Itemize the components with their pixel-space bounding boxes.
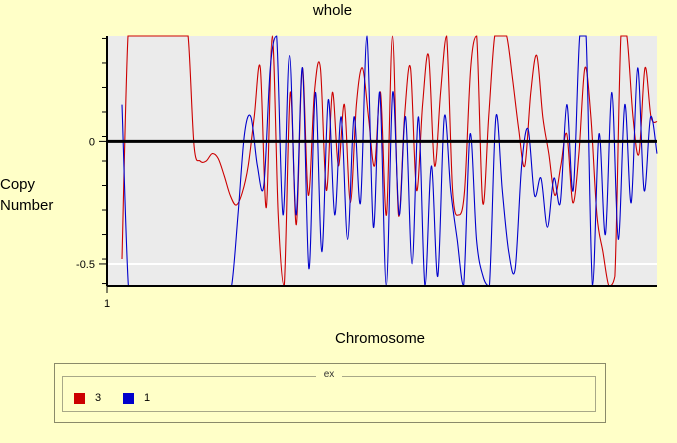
x-axis-label: Chromosome xyxy=(335,330,426,347)
x-tick-label: 1 xyxy=(104,298,110,310)
legend-title: ex xyxy=(63,369,595,380)
legend-item-series-1: 1 xyxy=(123,392,150,404)
legend-label: 3 xyxy=(95,392,102,404)
legend: ex 3 1 xyxy=(54,363,606,423)
legend-item-series-0: 3 xyxy=(74,392,101,404)
y-tick-label: -0.5 xyxy=(76,259,95,271)
legend-swatch-blue xyxy=(123,392,134,404)
legend-label: 1 xyxy=(144,392,151,404)
ticks: 0 -0.5 1 xyxy=(76,37,110,310)
y-tick-label: 0 xyxy=(89,136,95,148)
legend-frame: ex 3 1 xyxy=(62,369,596,412)
legend-swatch-red xyxy=(74,392,85,404)
y-axis-label: Copy Number xyxy=(0,176,54,214)
chart-title: whole xyxy=(312,2,353,19)
